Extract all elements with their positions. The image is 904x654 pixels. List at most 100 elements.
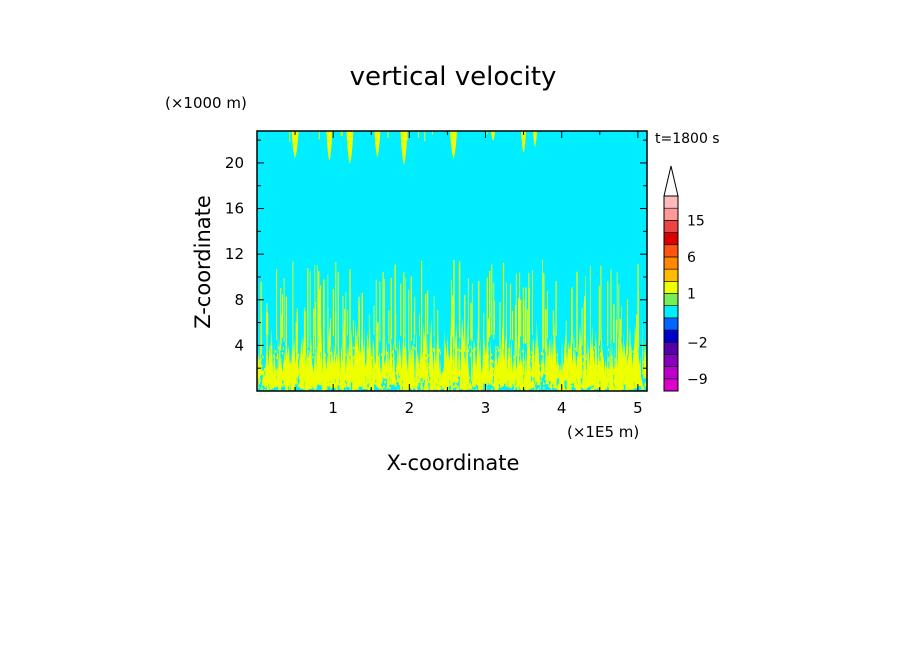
velocity-speckle (286, 347, 288, 350)
velocity-plume (427, 376, 431, 383)
velocity-speckle (338, 367, 341, 370)
velocity-speckle (449, 374, 451, 378)
velocity-plume (389, 373, 392, 385)
velocity-plume (608, 383, 610, 388)
velocity-speckle (326, 379, 328, 382)
colorbar-segment (663, 244, 679, 258)
velocity-speckle (607, 359, 609, 362)
colorbar-extend-arrow (663, 165, 679, 197)
velocity-speckle (276, 370, 278, 373)
y-tick-label: 20 (225, 154, 244, 172)
velocity-plume (385, 340, 388, 374)
velocity-speckle (522, 350, 524, 353)
velocity-speckle (474, 357, 476, 360)
velocity-plume (480, 378, 483, 385)
velocity-speckle (627, 388, 629, 391)
velocity-speckle (628, 367, 630, 371)
velocity-speckle (438, 348, 440, 351)
velocity-speckle (448, 361, 450, 365)
velocity-speckle (351, 373, 353, 376)
velocity-plume (534, 380, 536, 385)
velocity-speckle (425, 389, 427, 391)
velocity-speckle (564, 363, 567, 367)
velocity-speckle (297, 356, 299, 360)
contour-features (257, 131, 647, 391)
velocity-speckle (271, 380, 273, 383)
velocity-speckle (520, 368, 523, 371)
velocity-speckle (553, 369, 555, 372)
velocity-speckle (620, 374, 622, 378)
velocity-plume (462, 356, 467, 388)
velocity-speckle (389, 386, 391, 390)
velocity-speckle (326, 381, 328, 385)
velocity-speckle (363, 358, 365, 362)
velocity-speckle (565, 353, 567, 356)
velocity-speckle (339, 375, 341, 378)
velocity-speckle (592, 350, 595, 354)
velocity-speckle (274, 369, 276, 372)
velocity-speckle (396, 374, 398, 377)
velocity-plume (552, 319, 556, 378)
velocity-speckle (549, 358, 551, 362)
velocity-plume (600, 324, 603, 379)
velocity-speckle (279, 373, 281, 377)
velocity-speckle (425, 380, 427, 384)
x-tick-label: 5 (633, 399, 643, 417)
velocity-speckle (582, 362, 584, 365)
velocity-speckle (293, 376, 295, 379)
velocity-speckle (491, 388, 493, 391)
velocity-speckle (260, 370, 263, 373)
velocity-speckle (314, 370, 316, 373)
velocity-speckle (564, 363, 566, 367)
velocity-speckle (368, 364, 370, 367)
velocity-speckle (332, 379, 335, 382)
velocity-speckle (341, 388, 343, 391)
velocity-speckle (563, 384, 565, 388)
velocity-speckle (599, 361, 601, 365)
velocity-plume (322, 378, 325, 390)
velocity-plume (441, 370, 444, 381)
velocity-speckle (492, 360, 494, 363)
velocity-speckle (315, 380, 317, 383)
velocity-speckle (478, 365, 480, 368)
velocity-speckle (574, 347, 576, 351)
velocity-plume (478, 338, 482, 391)
velocity-speckle (399, 373, 401, 376)
velocity-plume (465, 363, 469, 375)
velocity-speckle (550, 387, 552, 390)
velocity-speckle (587, 374, 589, 378)
velocity-speckle (373, 363, 375, 367)
velocity-plume (282, 353, 287, 375)
velocity-speckle (364, 379, 366, 382)
velocity-speckle (276, 356, 278, 360)
x-axis-label: X-coordinate (387, 451, 520, 475)
velocity-plume (536, 344, 540, 374)
velocity-speckle (382, 373, 384, 377)
velocity-speckle (527, 359, 529, 362)
velocity-speckle (558, 365, 560, 369)
velocity-speckle (523, 361, 525, 364)
velocity-speckle (548, 384, 550, 388)
velocity-speckle (291, 365, 293, 368)
velocity-speckle (374, 367, 377, 370)
velocity-speckle (502, 371, 504, 374)
velocity-plume (522, 340, 525, 375)
velocity-plume (409, 374, 414, 379)
velocity-plume (396, 337, 398, 374)
velocity-speckle (446, 366, 448, 369)
velocity-speckle (531, 359, 533, 362)
velocity-speckle (517, 350, 519, 353)
velocity-speckle (611, 356, 613, 359)
velocity-speckle (554, 367, 557, 370)
velocity-speckle (290, 370, 292, 374)
velocity-speckle (455, 361, 457, 364)
velocity-speckle (540, 352, 543, 355)
velocity-speckle (352, 357, 354, 360)
velocity-speckle (513, 355, 515, 359)
velocity-speckle (591, 388, 593, 391)
velocity-speckle (425, 356, 427, 360)
velocity-plume (257, 351, 261, 379)
x-tick-label: 3 (481, 399, 491, 417)
velocity-speckle (563, 388, 565, 391)
